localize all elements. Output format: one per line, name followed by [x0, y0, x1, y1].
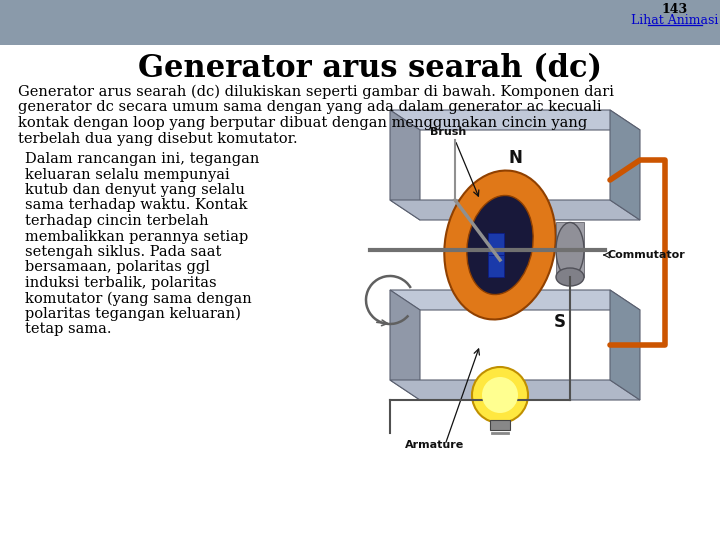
Text: bersamaan, polaritas ggl: bersamaan, polaritas ggl [25, 260, 210, 274]
Text: kutub dan denyut yang selalu: kutub dan denyut yang selalu [25, 183, 245, 197]
Text: induksi terbalik, polaritas: induksi terbalik, polaritas [25, 276, 217, 290]
Circle shape [472, 367, 528, 423]
Text: polaritas tegangan keluaran): polaritas tegangan keluaran) [25, 307, 241, 321]
Text: Commutator: Commutator [608, 250, 685, 260]
Ellipse shape [467, 195, 534, 294]
Ellipse shape [556, 222, 584, 278]
Text: kontak dengan loop yang berputar dibuat dengan menggunakan cincin yang: kontak dengan loop yang berputar dibuat … [18, 116, 588, 130]
Bar [488, 233, 504, 255]
Text: 143: 143 [662, 3, 688, 16]
Text: S: S [554, 313, 566, 331]
Text: tetap sama.: tetap sama. [25, 322, 112, 336]
Text: N: N [508, 149, 522, 167]
Bar [488, 255, 504, 277]
Text: sama terhadap waktu. Kontak: sama terhadap waktu. Kontak [25, 199, 248, 213]
Bar [490, 420, 510, 430]
Ellipse shape [556, 268, 584, 286]
Polygon shape [610, 110, 640, 220]
Polygon shape [390, 290, 420, 400]
Text: Generator arus searah (dc): Generator arus searah (dc) [138, 53, 602, 84]
Polygon shape [390, 290, 640, 310]
Text: generator dc secara umum sama dengan yang ada dalam generator ac kecuali: generator dc secara umum sama dengan yan… [18, 100, 602, 114]
Text: Generator arus searah (dc) dilukiskan seperti gambar di bawah. Komponen dari: Generator arus searah (dc) dilukiskan se… [18, 85, 614, 99]
Text: setengah siklus. Pada saat: setengah siklus. Pada saat [25, 245, 221, 259]
Polygon shape [610, 290, 640, 400]
Text: keluaran selalu mempunyai: keluaran selalu mempunyai [25, 167, 230, 181]
Polygon shape [390, 380, 640, 400]
Polygon shape [390, 200, 640, 220]
Text: Brush: Brush [430, 127, 467, 137]
Text: terbelah dua yang disebut komutator.: terbelah dua yang disebut komutator. [18, 132, 297, 145]
Polygon shape [390, 110, 640, 130]
Polygon shape [390, 110, 420, 220]
Text: Lihat Animasi: Lihat Animasi [631, 14, 719, 27]
Text: komutator (yang sama dengan: komutator (yang sama dengan [25, 292, 252, 306]
Ellipse shape [444, 171, 556, 320]
Text: Dalam rancangan ini, tegangan: Dalam rancangan ini, tegangan [25, 152, 259, 166]
Circle shape [482, 377, 518, 413]
Bar [556, 222, 584, 277]
Bar [0, 0, 720, 45]
Text: membalikkan perannya setiap: membalikkan perannya setiap [25, 230, 248, 244]
Text: terhadap cincin terbelah: terhadap cincin terbelah [25, 214, 209, 228]
Text: Armature: Armature [405, 440, 464, 450]
